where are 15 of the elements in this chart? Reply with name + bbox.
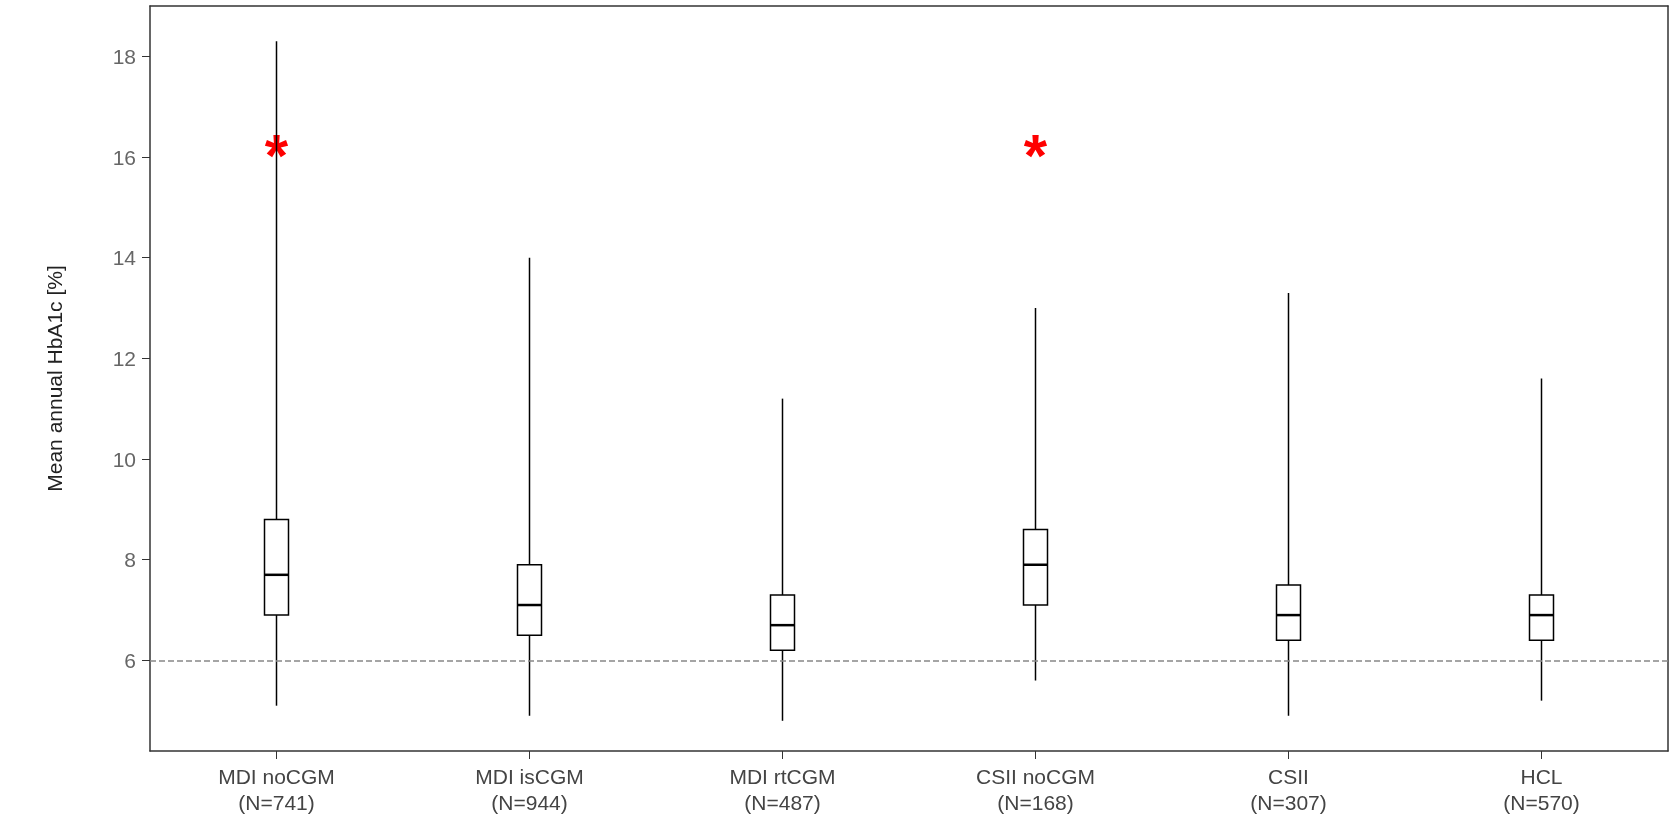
x-tick-label: HCL (N=570) bbox=[1503, 764, 1580, 814]
y-tick-label: 16 bbox=[112, 145, 136, 169]
y-tick-label: 18 bbox=[112, 44, 136, 68]
y-tick-label: 8 bbox=[124, 548, 136, 572]
annotation: * bbox=[1023, 121, 1048, 189]
x-tick-label: MDI isCGM (N=944) bbox=[475, 764, 584, 814]
y-tick-label: 12 bbox=[112, 346, 136, 370]
y-axis-title: Mean annual HbA1c [%] bbox=[43, 265, 66, 492]
y-tick-label: 10 bbox=[112, 447, 136, 471]
y-tick-label: 6 bbox=[124, 648, 136, 672]
x-tick-label: CSII noCGM (N=168) bbox=[975, 764, 1096, 814]
x-tick-label: MDI noCGM (N=741) bbox=[218, 764, 335, 814]
y-tick-label: 14 bbox=[112, 246, 137, 270]
x-tick-label: CSII (N=307) bbox=[1250, 764, 1327, 814]
x-tick-label: MDI rtCGM (N=487) bbox=[729, 764, 836, 814]
